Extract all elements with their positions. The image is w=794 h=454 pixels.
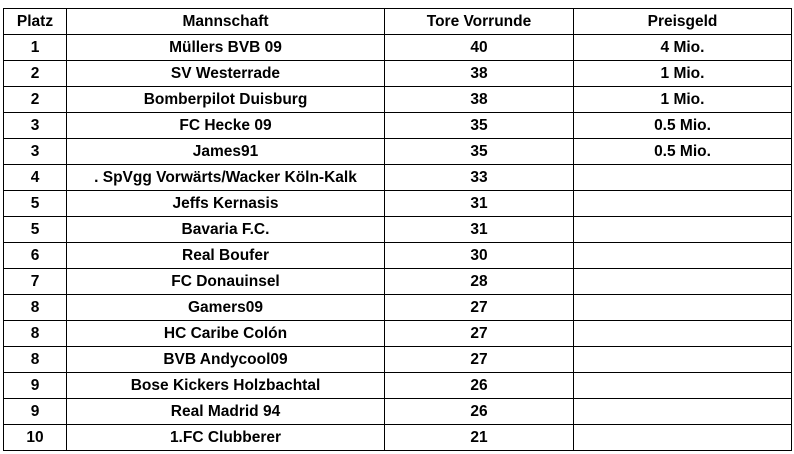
cell-tore: 21 — [384, 424, 574, 451]
cell-mannschaft: Bomberpilot Duisburg — [66, 86, 385, 113]
table-row: 9 Real Madrid 94 26 — [3, 398, 792, 425]
cell-tore: 27 — [384, 320, 574, 347]
cell-platz: 5 — [3, 216, 67, 243]
header-platz: Platz — [3, 8, 67, 35]
cell-preisgeld: 0.5 Mio. — [573, 138, 792, 165]
cell-tore: 38 — [384, 60, 574, 87]
cell-tore: 35 — [384, 112, 574, 139]
cell-mannschaft: Real Boufer — [66, 242, 385, 269]
table-row: 7 FC Donauinsel 28 — [3, 268, 792, 295]
table-row: 8 BVB Andycool09 27 — [3, 346, 792, 373]
cell-tore: 40 — [384, 34, 574, 61]
cell-platz: 4 — [3, 164, 67, 191]
cell-mannschaft: . SpVgg Vorwärts/Wacker Köln-Kalk — [66, 164, 385, 191]
cell-platz: 9 — [3, 398, 67, 425]
cell-platz: 2 — [3, 86, 67, 113]
standings-table-container: Platz Mannschaft Tore Vorrunde Preisgeld… — [3, 8, 792, 451]
cell-tore: 27 — [384, 294, 574, 321]
cell-tore: 35 — [384, 138, 574, 165]
cell-mannschaft: James91 — [66, 138, 385, 165]
cell-preisgeld: 1 Mio. — [573, 60, 792, 87]
cell-mannschaft: Bose Kickers Holzbachtal — [66, 372, 385, 399]
cell-platz: 1 — [3, 34, 67, 61]
header-tore-vorrunde: Tore Vorrunde — [384, 8, 574, 35]
table-row: 8 HC Caribe Colón 27 — [3, 320, 792, 347]
cell-preisgeld — [573, 346, 792, 373]
cell-platz: 8 — [3, 320, 67, 347]
cell-preisgeld — [573, 216, 792, 243]
table-row: 1 Müllers BVB 09 40 4 Mio. — [3, 34, 792, 61]
cell-preisgeld — [573, 242, 792, 269]
cell-platz: 6 — [3, 242, 67, 269]
cell-mannschaft: 1.FC Clubberer — [66, 424, 385, 451]
cell-tore: 26 — [384, 398, 574, 425]
cell-platz: 10 — [3, 424, 67, 451]
cell-tore: 27 — [384, 346, 574, 373]
cell-preisgeld: 4 Mio. — [573, 34, 792, 61]
table-body: 1 Müllers BVB 09 40 4 Mio. 2 SV Westerrade 38 1… — [3, 34, 792, 451]
table-row: 4. SpVgg Vorwärts/Wacker Köln-Kalk 33 — [3, 164, 792, 191]
table-row: 2 SV Westerrade 38 1 Mio. — [3, 60, 792, 87]
cell-tore: 31 — [384, 190, 574, 217]
cell-mannschaft: FC Donauinsel — [66, 268, 385, 295]
header-mannschaft: Mannschaft — [66, 8, 385, 35]
cell-preisgeld — [573, 320, 792, 347]
cell-platz: 8 — [3, 346, 67, 373]
table-row: 9 Bose Kickers Holzbachtal 26 — [3, 372, 792, 399]
cell-preisgeld — [573, 164, 792, 191]
cell-tore: 38 — [384, 86, 574, 113]
cell-tore: 26 — [384, 372, 574, 399]
cell-platz: 2 — [3, 60, 67, 87]
standings-table: Platz Mannschaft Tore Vorrunde Preisgeld… — [3, 8, 792, 451]
cell-platz: 7 — [3, 268, 67, 295]
cell-preisgeld: 1 Mio. — [573, 86, 792, 113]
cell-tore: 33 — [384, 164, 574, 191]
cell-platz: 3 — [3, 138, 67, 165]
table-row: 3 FC Hecke 09 35 0.5 Mio. — [3, 112, 792, 139]
header-row: Platz Mannschaft Tore Vorrunde Preisgeld — [3, 8, 792, 35]
cell-mannschaft: Jeffs Kernasis — [66, 190, 385, 217]
cell-mannschaft: SV Westerrade — [66, 60, 385, 87]
cell-mannschaft: BVB Andycool09 — [66, 346, 385, 373]
cell-mannschaft: Müllers BVB 09 — [66, 34, 385, 61]
cell-platz: 8 — [3, 294, 67, 321]
table-row: 2 Bomberpilot Duisburg 38 1 Mio. — [3, 86, 792, 113]
cell-tore: 30 — [384, 242, 574, 269]
cell-platz: 5 — [3, 190, 67, 217]
table-row: 10 1.FC Clubberer 21 — [3, 424, 792, 451]
cell-platz: 9 — [3, 372, 67, 399]
table-row: 8 Gamers09 27 — [3, 294, 792, 321]
cell-preisgeld — [573, 372, 792, 399]
table-row: 5 Jeffs Kernasis 31 — [3, 190, 792, 217]
cell-mannschaft: FC Hecke 09 — [66, 112, 385, 139]
table-row: 3 James91 35 0.5 Mio. — [3, 138, 792, 165]
cell-mannschaft: Gamers09 — [66, 294, 385, 321]
table-row: 6 Real Boufer 30 — [3, 242, 792, 269]
cell-preisgeld — [573, 424, 792, 451]
cell-tore: 28 — [384, 268, 574, 295]
cell-preisgeld — [573, 190, 792, 217]
cell-preisgeld: 0.5 Mio. — [573, 112, 792, 139]
cell-mannschaft: HC Caribe Colón — [66, 320, 385, 347]
cell-tore: 31 — [384, 216, 574, 243]
table-row: 5 Bavaria F.C. 31 — [3, 216, 792, 243]
cell-platz: 3 — [3, 112, 67, 139]
cell-preisgeld — [573, 398, 792, 425]
cell-preisgeld — [573, 294, 792, 321]
cell-preisgeld — [573, 268, 792, 295]
header-preisgeld: Preisgeld — [573, 8, 792, 35]
cell-mannschaft: Bavaria F.C. — [66, 216, 385, 243]
cell-mannschaft: Real Madrid 94 — [66, 398, 385, 425]
